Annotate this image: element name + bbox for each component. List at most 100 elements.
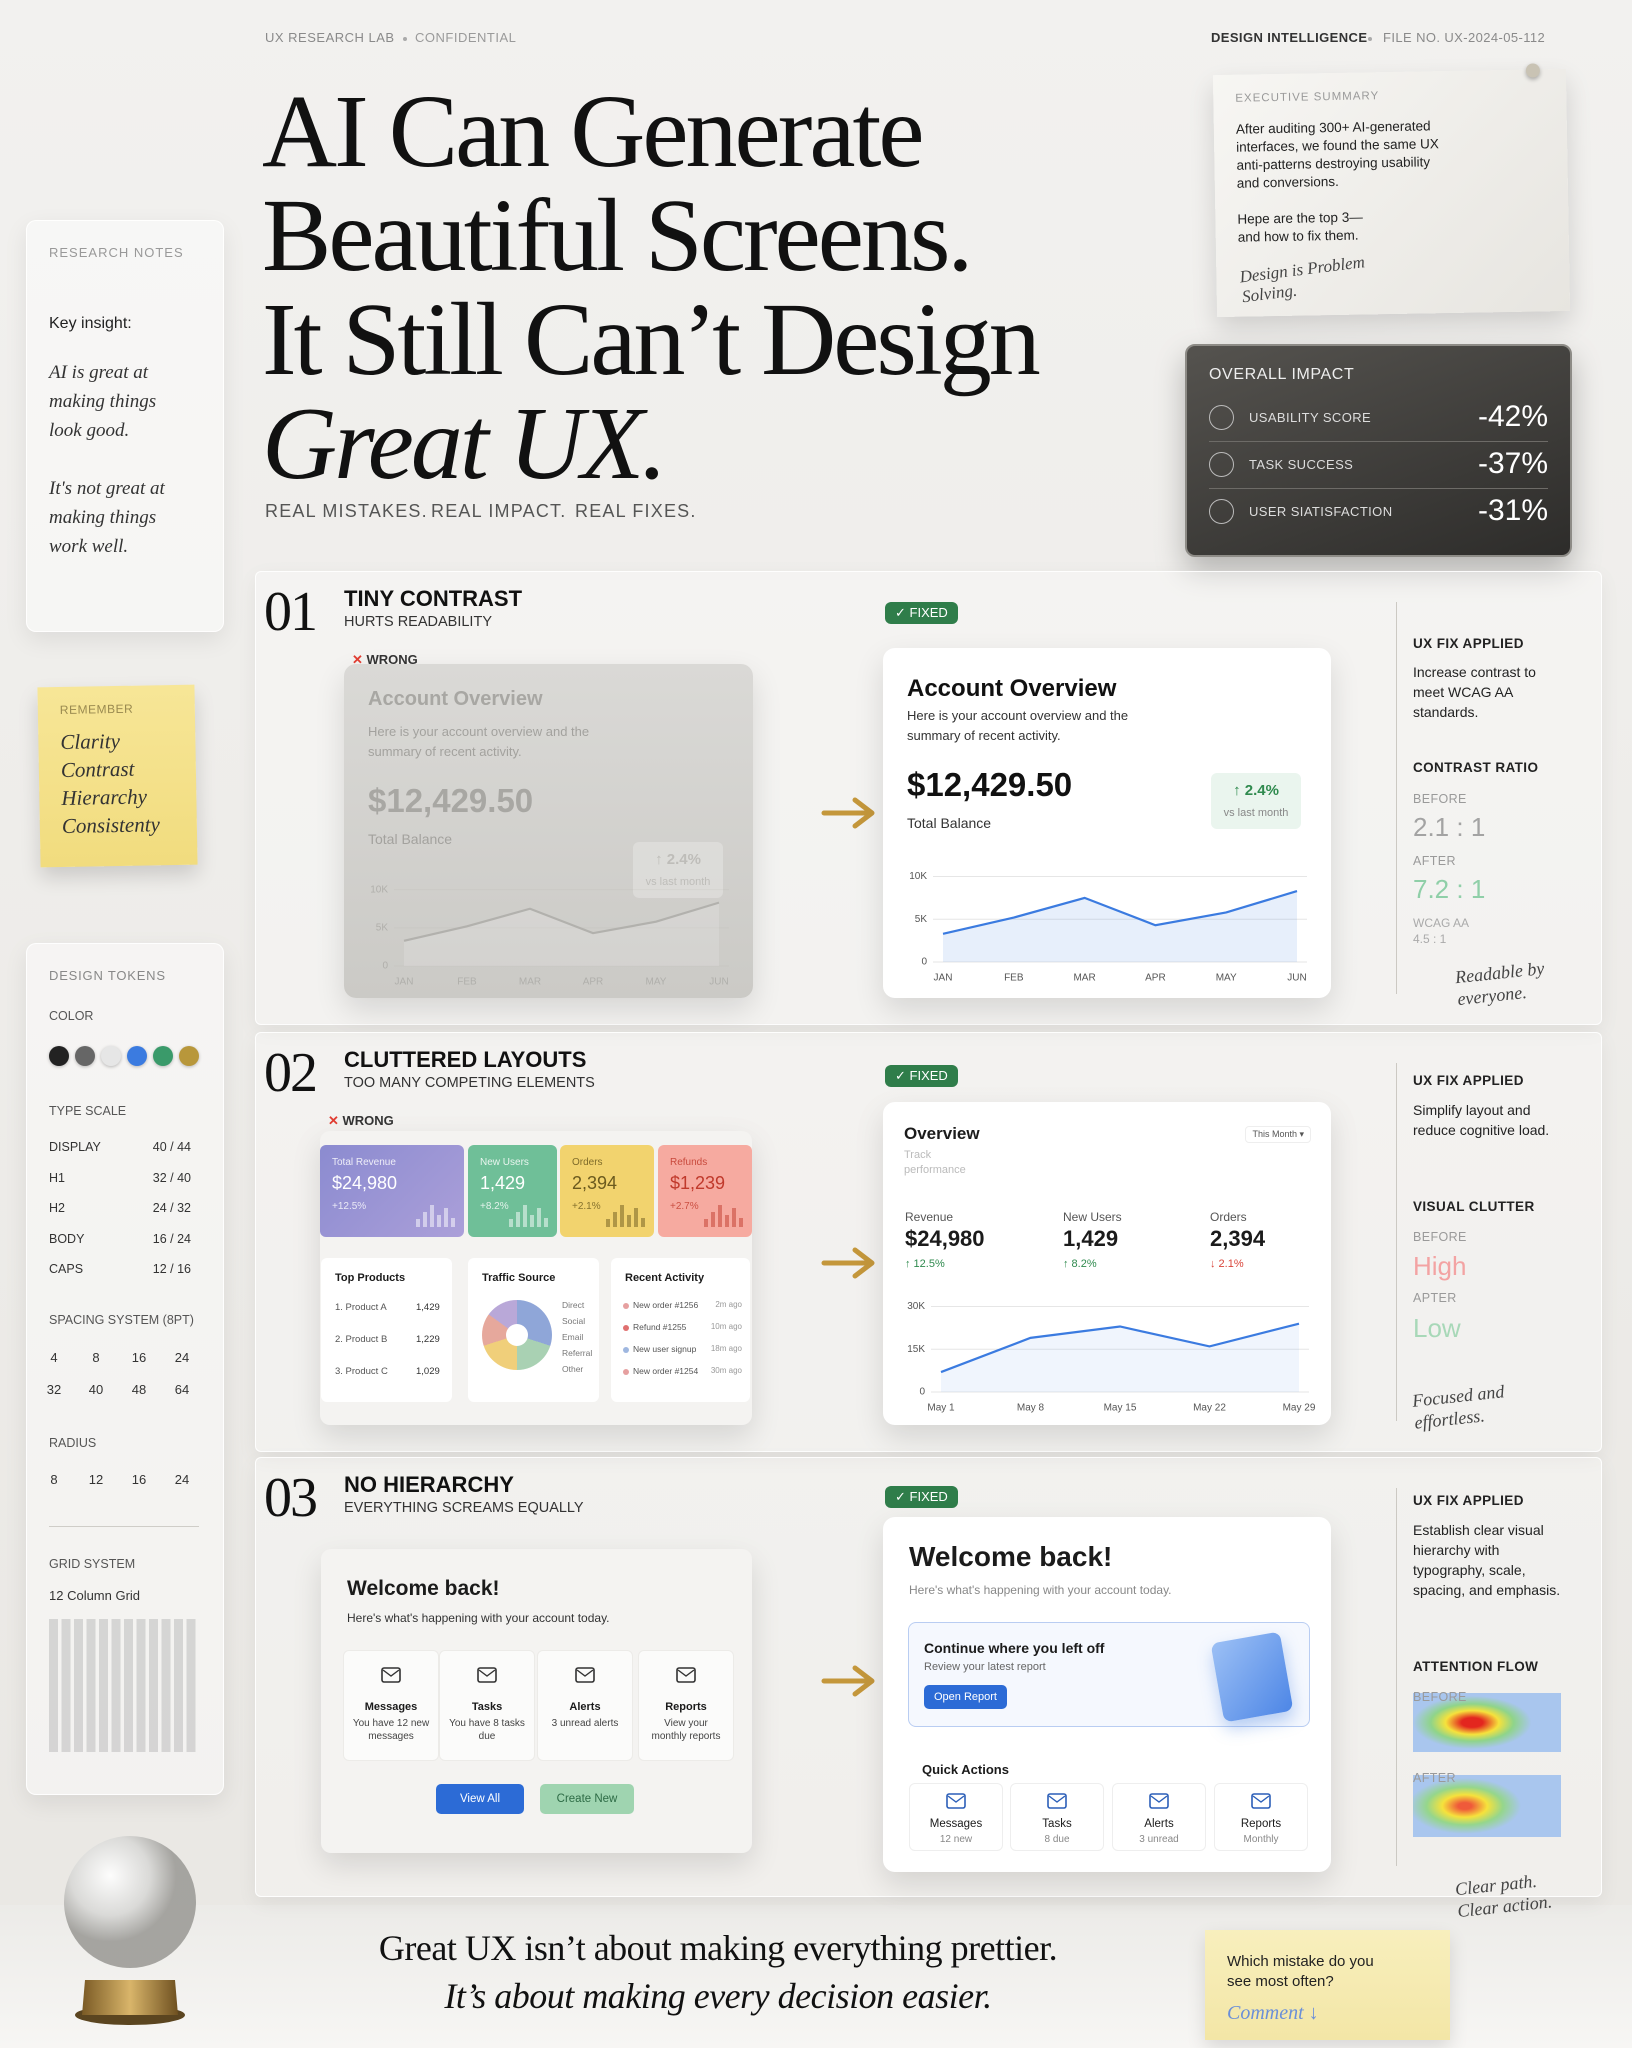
impact-label: TASK SUCCESS <box>1249 457 1354 472</box>
tile-text: View your monthly reports <box>651 1718 721 1742</box>
color-swatch <box>75 1046 95 1066</box>
summary-note: EXECUTIVE SUMMARY After auditing 300+ AI-… <box>1212 63 1571 318</box>
radius-value: 8 <box>50 1472 58 1487</box>
type-size: 40 / 44 <box>152 1140 191 1154</box>
line-chart: 0 15K 30K May 1 May 8 May 15 May 22 May 29 <box>907 1301 1316 1414</box>
type-size: 12 / 16 <box>152 1262 191 1276</box>
grid-visual <box>49 1619 199 1752</box>
grid-name: 12 Column Grid <box>49 1588 141 1603</box>
divider <box>1209 441 1548 442</box>
arrow-shape <box>821 1665 875 1697</box>
panel-heading: UX FIX APPLIED <box>1413 636 1524 651</box>
section: 02 CLUTTERED LAYOUTS TOO MANY COMPETING EL… <box>255 1032 1602 1452</box>
y-tick-label: 10K <box>909 871 927 882</box>
card-desc: Here's what's happening with your accoun… <box>347 1611 610 1625</box>
sticky-label: REMEMBER <box>59 701 134 717</box>
line <box>942 890 1298 935</box>
headline: Beautiful Screens. <box>262 178 973 293</box>
icon <box>1047 1793 1067 1809</box>
headline: AI Can Generate <box>262 74 925 189</box>
x-tick-label: May 15 <box>1104 1403 1137 1414</box>
section-title: TINY CONTRAST <box>344 586 523 611</box>
spark-bar <box>537 1208 541 1227</box>
panel-label: APTER <box>1413 1291 1457 1305</box>
button[interactable]: Open Report <box>924 1685 1007 1709</box>
spark-bar <box>739 1218 743 1227</box>
section-number: 01 <box>264 581 318 643</box>
spark-bar <box>732 1208 736 1227</box>
footer-quote: It’s about making every decision easier. <box>444 1976 992 2016</box>
divider <box>49 1526 199 1527</box>
spacing-value: 40 <box>88 1382 104 1397</box>
divider <box>1396 602 1397 994</box>
metric-change: ↑ 12.5% <box>905 1258 945 1270</box>
y-tick-label: 5K <box>915 914 928 925</box>
y-tick-label: 5K <box>376 922 389 933</box>
impact-value: -37% <box>1477 447 1548 480</box>
tile-value: $1,239 <box>670 1173 726 1193</box>
metric-value: $24,980 <box>905 1226 985 1251</box>
product-value: 1,029 <box>416 1366 440 1377</box>
spark-bar <box>613 1212 617 1227</box>
widget-title: Traffic Source <box>482 1272 556 1284</box>
period-select[interactable]: This Month ▾ <box>1245 1126 1311 1143</box>
icon <box>676 1667 696 1683</box>
separator <box>403 37 407 41</box>
section-number: 02 <box>264 1042 318 1104</box>
spacing-value: 4 <box>50 1350 58 1365</box>
panel-metric: CONTRAST RATIO <box>1413 760 1539 775</box>
type-name: H2 <box>49 1201 65 1215</box>
tile-label: Tasks <box>1042 1818 1072 1830</box>
pie-hole <box>506 1324 528 1346</box>
x-tick-label: MAY <box>646 977 667 988</box>
metric-change: ↑ 8.2% <box>1063 1258 1097 1270</box>
spacing-value: 48 <box>131 1382 147 1397</box>
product-name: 2. Product B <box>335 1334 388 1345</box>
x-tick-label: FEB <box>457 977 477 988</box>
tile-change: +2.7% <box>670 1201 699 1212</box>
icon <box>477 1667 497 1683</box>
impact-icon <box>1209 405 1234 430</box>
x-tick-label: JAN <box>934 973 953 984</box>
x-tick-label: JAN <box>395 977 414 988</box>
crystal-ball <box>64 1836 196 2025</box>
section: 01 TINY CONTRAST HURTS READABILITY WRONG FIX… <box>255 571 1602 1025</box>
change-label: vs last month <box>645 876 711 888</box>
heatmap <box>1413 1693 1561 1752</box>
icon <box>381 1667 401 1683</box>
tile-label: Alerts <box>569 1701 601 1713</box>
arrow <box>821 1665 875 1697</box>
tile-label: Alerts <box>1144 1818 1174 1830</box>
comment-link[interactable]: Comment ↓ <box>1227 2002 1319 2024</box>
button[interactable]: View All <box>436 1784 524 1814</box>
icon-shape <box>575 1667 595 1683</box>
icon <box>1149 1793 1169 1809</box>
panel-label: BEFORE <box>1413 792 1467 806</box>
card-label: Total Balance <box>907 815 992 831</box>
product-name: 1. Product A <box>335 1302 387 1313</box>
card-subtitle: Track performance <box>904 1149 966 1176</box>
sticky-note: REMEMBER Clarity Contrast Hierarchy Consiste… <box>37 684 198 868</box>
footer-quote: Great UX isn’t about making everything p… <box>378 1928 1058 1968</box>
section-number: 03 <box>264 1467 318 1529</box>
continue-text: Review your latest report <box>924 1661 1046 1673</box>
x-tick-label: MAR <box>519 977 541 988</box>
divider <box>1209 488 1548 489</box>
tagline: REAL FIXES. <box>575 501 697 521</box>
spacing-value: 32 <box>46 1382 62 1397</box>
change-badge: ↑ 2.4% vs last month <box>633 842 723 898</box>
section-title: CLUTTERED LAYOUTS <box>344 1047 587 1072</box>
panel-metric: ATTENTION FLOW <box>1413 1659 1539 1674</box>
button[interactable]: Create New <box>540 1784 634 1814</box>
panel-heading: UX FIX APPLIED <box>1413 1493 1524 1508</box>
tile-value: $24,980 <box>332 1173 398 1193</box>
line-chart: 0 5K 10K JAN FEB MAR APR MAY JUN <box>909 871 1307 984</box>
sparkline <box>416 1205 455 1227</box>
spark-bar <box>423 1212 427 1227</box>
impact-label: USER SIATISFACTION <box>1249 504 1393 519</box>
spark-bar <box>523 1205 527 1227</box>
section-subtitle: HURTS READABILITY <box>344 614 492 630</box>
fixed-card: Overview This Month ▾ Track performance Rev… <box>883 1102 1331 1425</box>
product-value: 1,429 <box>416 1302 440 1313</box>
tile-text: You have 12 new messages <box>352 1718 430 1742</box>
